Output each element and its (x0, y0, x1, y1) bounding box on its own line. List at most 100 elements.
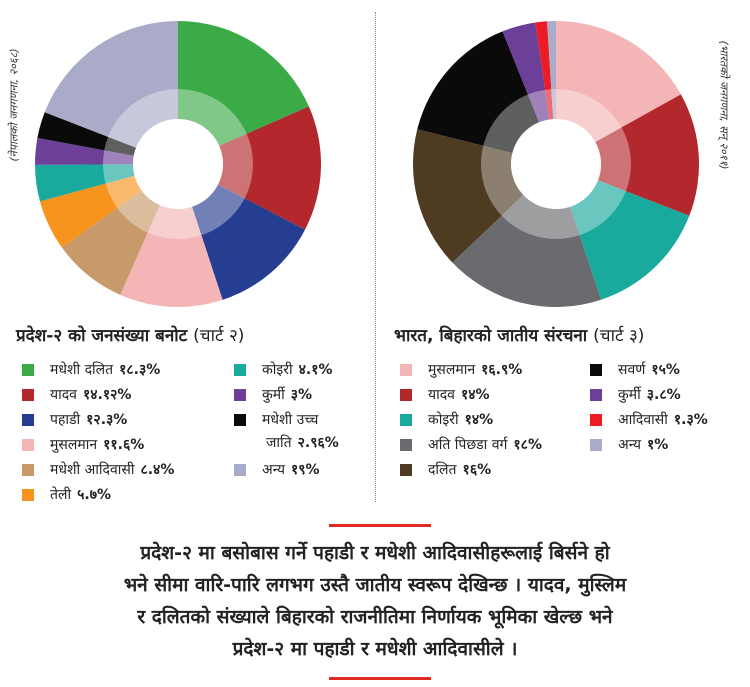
left-legend-value: १९% (290, 462, 320, 478)
right-legend-label: दलित (428, 462, 457, 478)
left-legend-swatch (234, 363, 246, 376)
left-legend-label: मधेशी आदिवासी (50, 462, 135, 478)
paragraph-line-1: प्रदेश-२ मा बसोबास गर्ने पहाडी र मधेशी आ… (140, 542, 610, 564)
right-legend-item: कुर्मी ३.८% (590, 385, 681, 404)
left-legend-label: मधेशी उच्च (262, 412, 319, 428)
left-legend-swatch (22, 388, 34, 401)
left-legend-label: मुसलमान (50, 437, 98, 453)
left-legend-label: अन्य (262, 462, 285, 478)
right-legend-value: १६% (462, 462, 492, 478)
left-legend-swatch (234, 413, 246, 426)
right-slice-4 (452, 195, 602, 307)
right-legend-item: मुसलमान १६.९% (400, 360, 522, 379)
right-legend-swatch (590, 413, 602, 426)
left-legend-value: ४.१% (298, 362, 333, 378)
right-legend-value: १६.९% (481, 362, 523, 378)
right-chart-source: (भारतको जनगणना, सन् २०११) (714, 20, 734, 190)
right-legend-value: १% (646, 437, 669, 453)
left-slice-2 (217, 106, 321, 230)
right-legend-swatch (590, 438, 602, 451)
left-legend-value: ५.७% (77, 487, 112, 503)
left-legend-label: पहाडी (50, 412, 81, 428)
left-slice-9 (37, 112, 137, 156)
left-slice-3 (192, 184, 306, 300)
left-legend-item: कुर्मी ३% (234, 385, 312, 404)
left-legend-item: मुसलमान ११.६% (22, 435, 144, 454)
right-slice-3 (570, 180, 690, 300)
left-legend-value: १२.३% (86, 412, 128, 428)
right-source-text: (भारतको जनगणना, सन् २०११) (717, 40, 731, 170)
right-slice-7 (502, 22, 550, 123)
right-legend-item: अति पिछडा वर्ग १८% (400, 435, 542, 454)
right-legend-swatch (400, 388, 412, 401)
left-chart-panel: (नेपालको जनगणना, २०६८) प्रदेश-२ को जनसंख… (0, 0, 375, 520)
bottom-red-rule (329, 677, 431, 680)
panel-divider (375, 12, 376, 502)
left-legend-item: मधेशी दलित १८.३% (22, 360, 160, 379)
left-legend-value: २.९६% (297, 435, 339, 451)
paragraph-line-4: प्रदेश-२ मा पहाडी र मधेशी आदिवासीले । (232, 638, 518, 660)
right-chart-title: भारत, बिहारको जातीय संरचना (चार्ट ३) (394, 323, 644, 346)
paragraph-line-2: भने सीमा वारि-पारि लगभग उस्तै जातीय स्वर… (123, 574, 627, 596)
left-legend-item: पहाडी १२.३% (22, 410, 127, 429)
left-legend-item: यादव १४.१२% (22, 385, 131, 404)
left-legend-swatch (22, 413, 34, 426)
right-legend-swatch (400, 438, 412, 451)
right-legend-swatch (590, 363, 602, 376)
left-legend-value: ३% (290, 387, 313, 403)
left-legend-item: मधेशी आदिवासी ८.४% (22, 460, 174, 479)
left-slice-7 (35, 164, 135, 202)
left-chart-number: (चार्ट २) (193, 326, 245, 346)
left-legend-item: तेली ५.७% (22, 485, 111, 504)
left-legend-label: जाति (266, 435, 292, 451)
left-legend-value: १८.३% (119, 362, 161, 378)
left-legend-value: ११.६% (103, 437, 145, 453)
right-legend-value: १.३% (673, 412, 708, 428)
left-legend-label: तेली (50, 487, 72, 503)
left-source-text: (नेपालको जनगणना, २०६८) (7, 48, 21, 162)
left-legend-swatch (22, 363, 34, 376)
left-legend-swatch (22, 438, 34, 451)
right-legend-value: १५% (651, 362, 680, 378)
left-legend-label: यादव (50, 387, 77, 403)
right-center-hole (511, 119, 601, 209)
right-legend-swatch (590, 388, 602, 401)
left-slice-1 (178, 21, 309, 146)
left-slice-5 (62, 190, 160, 295)
right-donut-chart (413, 21, 699, 307)
right-legend-label: कोइरी (428, 412, 459, 428)
right-slice-2 (595, 94, 699, 216)
left-legend-item: कोइरी ४.१% (234, 360, 333, 379)
right-legend-item: अन्य १% (590, 435, 668, 454)
left-legend-item: अन्य १९% (234, 460, 320, 479)
right-legend-label: यादव (428, 387, 455, 403)
right-slice-9 (547, 21, 556, 120)
paragraph-line-3: र दलितको संख्याले बिहारको राजनीतिमा निर्… (137, 606, 613, 628)
right-legend-value: १८% (513, 437, 542, 453)
right-legend-swatch (400, 463, 412, 476)
left-chart-source: (नेपालको जनगणना, २०६८) (4, 20, 24, 190)
right-legend-item: आदिवासी १.३% (590, 410, 708, 429)
left-slice-10 (44, 21, 178, 148)
right-legend-item: कोइरी १४% (400, 410, 493, 429)
right-legend-label: मुसलमान (428, 362, 476, 378)
top-red-rule (329, 524, 431, 527)
left-slice-4 (120, 205, 223, 308)
right-inner-ring (481, 89, 631, 239)
left-inner-ring (103, 89, 253, 239)
left-legend-label: मधेशी दलित (50, 362, 114, 378)
right-legend-value: १४% (464, 412, 494, 428)
left-chart-title: प्रदेश-२ को जनसंख्या बनोट (चार्ट २) (16, 323, 244, 346)
left-donut-chart (35, 21, 321, 308)
right-legend-item: दलित १६% (400, 460, 491, 479)
left-slice-6 (39, 175, 142, 248)
left-legend-item: मधेशी उच्च (234, 410, 318, 429)
right-legend-label: अति पिछडा वर्ग (428, 437, 508, 453)
right-legend-value: १४% (460, 387, 490, 403)
left-legend-value: ८.४% (140, 462, 175, 478)
right-legend-label: सवर्ण (618, 362, 646, 378)
left-legend-swatch (22, 488, 34, 501)
right-legend-swatch (400, 363, 412, 376)
left-legend-label-cont: जाति २.९६% (266, 433, 339, 452)
right-legend-swatch (400, 413, 412, 426)
